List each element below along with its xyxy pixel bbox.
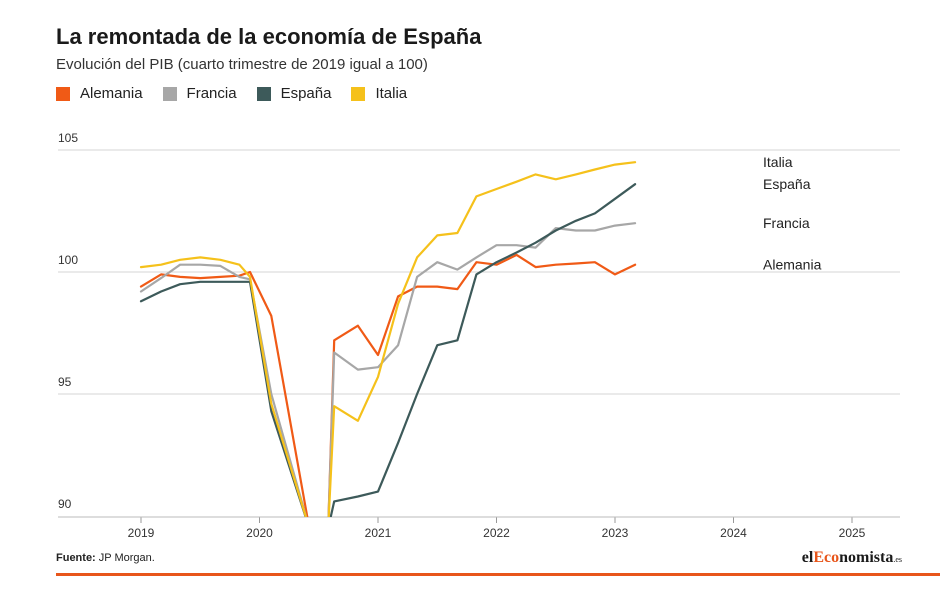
chart-title: La remontada de la economía de España [56, 24, 482, 49]
brand-tld: .es [893, 555, 902, 564]
legend-item-italia: Italia [351, 85, 407, 102]
legend-label-italia: Italia [375, 85, 408, 102]
legend-label-espana: España [280, 85, 332, 102]
legend-item-alemania: Alemania [56, 85, 143, 102]
y-tick-label: 100 [58, 253, 78, 267]
end-label-espana: España [763, 176, 811, 192]
x-tick-label: 2024 [720, 526, 747, 540]
y-tick-label: 95 [58, 375, 72, 389]
brand-post: nomista [839, 549, 894, 566]
source-text: JP Morgan. [98, 552, 155, 564]
legend-item-espana: España [256, 85, 332, 102]
legend-swatch-alemania [56, 86, 70, 101]
x-tick-label: 2025 [839, 526, 866, 540]
series-group [139, 161, 637, 517]
legend-swatch-francia [162, 86, 177, 101]
legend: Alemania Francia España Italia [56, 85, 427, 102]
x-tick-label: 2020 [246, 526, 273, 540]
series-line-alemania [139, 253, 637, 517]
end-label-francia: Francia [763, 215, 810, 231]
end-label-italia: Italia [763, 154, 793, 170]
series-line-italia [139, 161, 637, 517]
chart-subtitle: Evolución del PIB (cuarto trimestre de 2… [56, 56, 428, 73]
legend-swatch-espana [256, 86, 271, 101]
end-label-alemania: Alemania [763, 257, 822, 273]
legend-label-francia: Francia [186, 85, 237, 102]
series-line-francia [139, 222, 637, 517]
x-tick-label: 2023 [602, 526, 629, 540]
x-tick-label: 2019 [128, 526, 155, 540]
x-tick-label: 2022 [483, 526, 510, 540]
brand-logo: elEconomista.es [802, 549, 902, 567]
legend-label-alemania: Alemania [80, 85, 143, 102]
brand-pre: el [801, 549, 814, 566]
legend-item-francia: Francia [162, 85, 237, 102]
bottom-rule [56, 573, 940, 576]
brand-highlight: Eco [813, 549, 840, 566]
y-tick-label: 90 [58, 497, 72, 511]
source-note: Fuente: JP Morgan. [56, 552, 155, 564]
series-line-espana [139, 183, 637, 517]
y-tick-label: 105 [58, 131, 78, 145]
x-tick-label: 2021 [365, 526, 392, 540]
legend-swatch-italia [351, 86, 366, 101]
source-prefix: Fuente: [56, 552, 96, 564]
